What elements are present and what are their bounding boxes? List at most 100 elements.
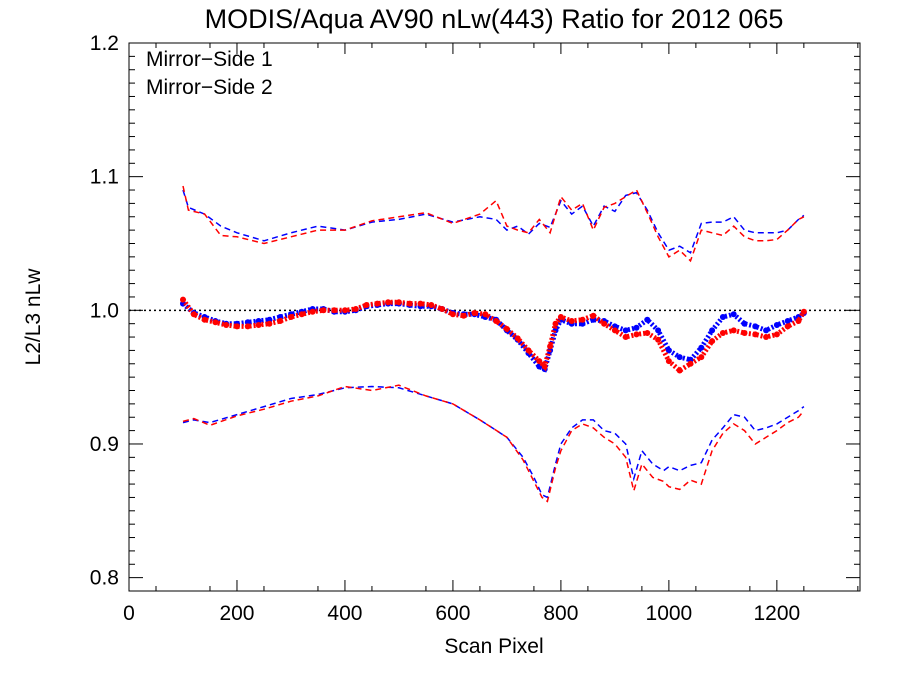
y-tick-label: 1.0 [90, 299, 119, 322]
series-1-point [709, 327, 716, 334]
series-2-point [601, 320, 608, 327]
series-2-point [719, 330, 726, 336]
series-2-point [244, 323, 251, 330]
series-2-point [741, 330, 748, 336]
series-2-upper-bound-line [182, 185, 805, 263]
series-1-point [655, 327, 662, 334]
series-2-lower-bound-line [182, 384, 805, 503]
series-1-point [741, 320, 748, 327]
x-tick-label: 600 [435, 602, 470, 625]
series-2-point [460, 312, 467, 319]
series-2-point [482, 311, 489, 318]
series-2-point [590, 312, 597, 319]
series-2-point [449, 311, 456, 318]
series-2-point [471, 310, 478, 316]
series-2-point [676, 367, 683, 374]
series-2-point [752, 331, 759, 338]
y-tick-label: 0.8 [90, 567, 119, 590]
series-2-point [763, 334, 770, 340]
x-tick-label: 400 [327, 602, 362, 625]
chart-title: MODIS/Aqua AV90 nLw(443) Ratio for 2012 … [205, 4, 784, 34]
series-2-point [395, 299, 402, 306]
legend-entry-mirror-side-1: Mirror−Side 1 [146, 48, 273, 71]
series-2-point [514, 335, 521, 342]
series-2-point [223, 322, 230, 328]
series-2-point [547, 343, 554, 350]
series-2-point [655, 336, 662, 343]
series-2-point [536, 358, 543, 365]
series-2-point [428, 302, 435, 308]
series-2-point [644, 330, 651, 336]
series-2-point [730, 327, 737, 334]
series-2-point [709, 338, 716, 345]
x-tick-label: 0 [123, 602, 135, 625]
series-2-point [331, 307, 338, 314]
series-2-point [552, 320, 559, 327]
series-1-point [676, 354, 683, 361]
plot-frame [128, 42, 861, 592]
series-1-upper-bound-line [182, 189, 805, 254]
series-2-point [784, 323, 791, 330]
series-1-point [665, 347, 672, 354]
series-2-point [212, 319, 219, 326]
series-2-point [665, 358, 672, 365]
series-1-point [773, 322, 780, 328]
series-2-point [309, 308, 316, 315]
series-2-point [385, 299, 392, 306]
series-2-point [406, 300, 413, 307]
series-2-point [698, 354, 705, 361]
series-2-point [352, 306, 359, 312]
x-tick-label: 200 [219, 602, 254, 625]
y-tick-label: 0.9 [90, 433, 119, 456]
series-2-point [180, 296, 186, 303]
series-2-point [288, 314, 294, 320]
series-2-point [342, 307, 348, 314]
series-1-point [622, 327, 629, 334]
x-tick-label: 800 [543, 602, 578, 625]
series-2-point [633, 331, 640, 338]
series-2-point [568, 318, 575, 324]
series-mirror-side-2 [180, 185, 807, 503]
x-axis-label: Scan Pixel [444, 635, 543, 658]
y-tick-label: 1.1 [90, 166, 119, 189]
series-2-point [201, 316, 208, 323]
series-2-point [622, 334, 629, 340]
series-2-point [557, 314, 564, 320]
series-1-point [633, 324, 640, 331]
x-tick-label: 1000 [646, 602, 693, 625]
series-1-point [752, 323, 759, 330]
series-2-point [320, 307, 327, 314]
series-2-point [800, 308, 807, 315]
series-2-point [579, 316, 586, 323]
series-1-lower-bound-line [182, 385, 805, 499]
series-2-point [503, 326, 510, 332]
series-2-point [417, 300, 424, 307]
series-1-mean-line [181, 301, 806, 373]
series-2-point [277, 318, 284, 324]
series-2-point [795, 318, 802, 324]
series-2-point [190, 311, 197, 318]
series-2-point [266, 320, 273, 327]
series-2-point [493, 318, 500, 324]
series-2-point [611, 327, 618, 334]
series-2-point [255, 322, 262, 328]
series-2-point [687, 360, 694, 367]
series-2-point [773, 331, 780, 338]
series-1-point [719, 314, 726, 320]
series-2-point [439, 306, 446, 312]
series-2-point [298, 311, 305, 318]
series-2-point [541, 363, 548, 370]
series-1-point [784, 318, 791, 324]
x-tick-label: 1200 [753, 602, 800, 625]
series-1-point [763, 327, 770, 334]
series-2-point [363, 302, 370, 308]
y-tick-label: 1.2 [90, 32, 119, 55]
series-1-point [698, 344, 705, 351]
series-2-point [374, 300, 381, 307]
series-1-point [730, 311, 737, 318]
legend-entry-mirror-side-2: Mirror−Side 2 [146, 76, 273, 99]
y-axis-label: L2/L3 nLw [22, 268, 45, 366]
series-2-point [525, 347, 532, 354]
series-1-point [644, 316, 651, 323]
